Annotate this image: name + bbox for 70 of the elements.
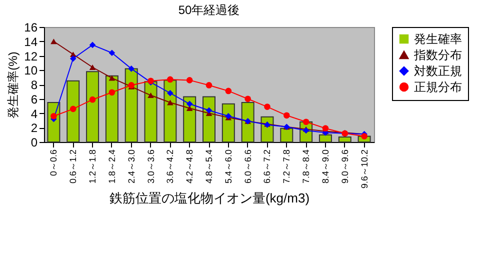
y-tick-label: 4	[30, 106, 38, 121]
point	[186, 100, 193, 108]
bar	[318, 134, 332, 142]
y-tick-label: 8	[30, 78, 38, 92]
x-tick-label: 7.2～7.8	[282, 150, 292, 184]
bar	[144, 81, 158, 142]
x-tick-label: 9.0～9.6	[340, 150, 350, 184]
x-tick-label: 1.8～2.4	[106, 150, 117, 184]
point	[167, 76, 174, 83]
y-tick-label: 0	[30, 136, 38, 150]
bar	[280, 128, 294, 142]
point	[167, 100, 174, 106]
point	[264, 104, 270, 110]
bar	[164, 80, 177, 142]
y-axis-title: 発生確率(%)	[6, 52, 20, 118]
point	[128, 66, 135, 72]
x-tick-label: 4.8～5.4	[204, 150, 214, 184]
legend-label: 対数正規	[414, 64, 462, 78]
y-tick-label: 12	[24, 49, 38, 64]
bar	[338, 136, 352, 142]
x-tick-label: 6.0～6.6	[242, 150, 253, 184]
x-tick-label: 0～0.6	[48, 150, 59, 176]
y-tick-label: 2	[30, 121, 38, 136]
x-tick-label: 3.0～3.6	[146, 150, 156, 184]
y-tick-label: 10	[24, 64, 38, 78]
x-tick-label: 9.6～10.2	[359, 150, 370, 189]
bar	[124, 68, 138, 142]
point	[70, 55, 76, 62]
bar	[241, 102, 254, 142]
point	[225, 88, 232, 94]
y-tick-label: 16	[24, 20, 38, 34]
point	[186, 77, 193, 84]
bar	[105, 75, 118, 142]
point	[108, 50, 116, 56]
point	[108, 75, 116, 81]
x-tick-label: 8.4～9.0	[320, 150, 330, 184]
point	[50, 38, 57, 44]
bar	[66, 80, 80, 142]
point	[283, 112, 290, 119]
point	[244, 96, 251, 102]
legend-label: 指数分布	[413, 48, 462, 62]
point	[89, 96, 96, 103]
x-axis-title: 鉄筋位置の塩化物イオン量(kg/m3)	[109, 190, 310, 206]
point	[70, 106, 76, 112]
point	[302, 118, 310, 126]
x-tick-label: 3.6～4.2	[165, 150, 176, 184]
point	[206, 107, 212, 114]
point	[148, 92, 154, 98]
y-tick-label: 6	[30, 92, 38, 106]
x-tick-label: 4.2～4.8	[184, 150, 195, 184]
point	[206, 82, 212, 88]
x-tick-label: 2.4～3.0	[126, 150, 136, 184]
legend-label: 正規分布	[414, 80, 462, 94]
point	[89, 64, 96, 70]
x-tick-label: 1.2～1.8	[88, 150, 98, 184]
legend-label: 発生確率	[414, 32, 462, 46]
x-tick-label: 7.8～8.4	[301, 150, 312, 184]
point	[322, 125, 329, 132]
point	[108, 89, 116, 96]
y-tick-label: 14	[24, 34, 38, 49]
x-tick-label: 5.4～6.0	[223, 150, 234, 184]
point	[89, 42, 96, 48]
bar	[86, 71, 100, 142]
bar	[202, 96, 216, 142]
chart-title: 50年経過後	[178, 3, 240, 17]
point	[167, 90, 174, 96]
point	[50, 112, 57, 120]
x-tick-label: 0.6～1.2	[68, 150, 78, 184]
x-tick-label: 6.6～7.2	[262, 150, 272, 184]
bar	[222, 103, 235, 142]
